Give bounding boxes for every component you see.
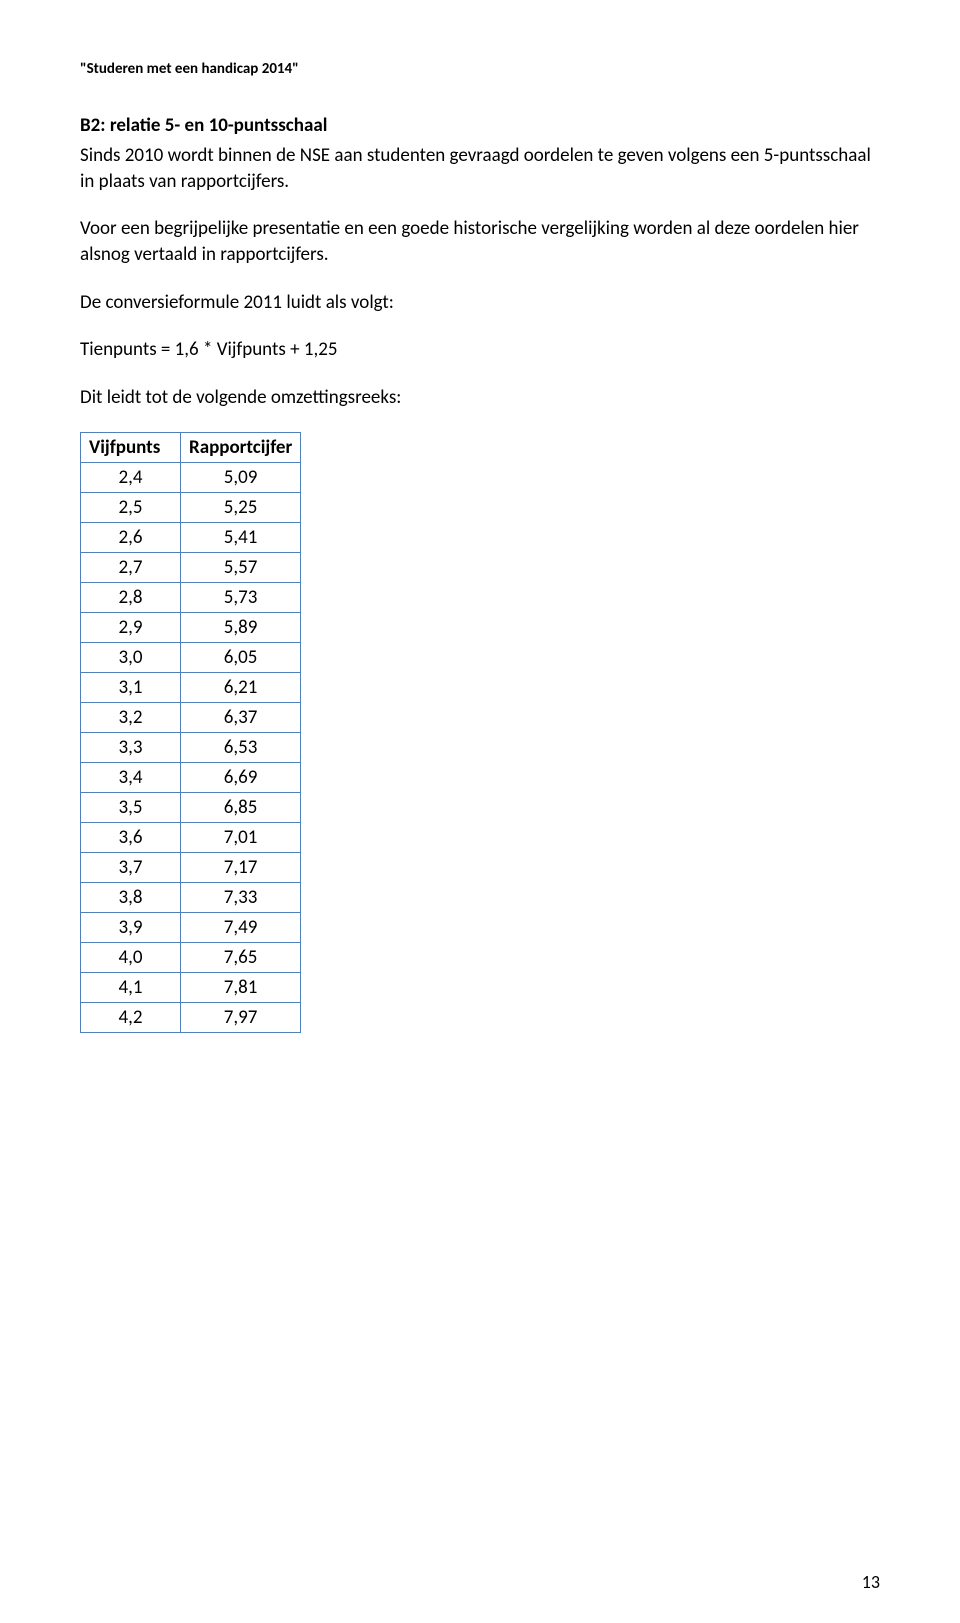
table-cell: 7,49 (181, 913, 301, 943)
table-row: 3,97,49 (81, 913, 301, 943)
table-cell: 7,17 (181, 853, 301, 883)
table-row: 3,26,37 (81, 703, 301, 733)
table-cell: 3,2 (81, 703, 181, 733)
table-cell: 4,1 (81, 973, 181, 1003)
table-cell: 6,53 (181, 733, 301, 763)
table-row: 3,46,69 (81, 763, 301, 793)
table-row: 4,17,81 (81, 973, 301, 1003)
table-cell: 5,57 (181, 553, 301, 583)
paragraph-formula: Tienpunts = 1,6 * Vijfpunts + 1,25 (80, 337, 880, 363)
table-row: 2,55,25 (81, 493, 301, 523)
table-cell: 5,25 (181, 493, 301, 523)
table-cell: 7,81 (181, 973, 301, 1003)
table-row: 3,06,05 (81, 643, 301, 673)
table-row: 4,27,97 (81, 1003, 301, 1033)
table-header-row: Vijfpunts Rapportcijfer (81, 433, 301, 463)
table-cell: 7,97 (181, 1003, 301, 1033)
table-cell: 3,5 (81, 793, 181, 823)
table-cell: 2,8 (81, 583, 181, 613)
table-row: 2,75,57 (81, 553, 301, 583)
page: "Studeren met een handicap 2014" B2: rel… (0, 0, 960, 1623)
table-row: 2,45,09 (81, 463, 301, 493)
table-row: 3,56,85 (81, 793, 301, 823)
table-row: 3,87,33 (81, 883, 301, 913)
table-cell: 5,89 (181, 613, 301, 643)
table-header-vijfpunts: Vijfpunts (81, 433, 181, 463)
table-cell: 3,9 (81, 913, 181, 943)
table-cell: 2,5 (81, 493, 181, 523)
table-cell: 6,21 (181, 673, 301, 703)
table-cell: 6,37 (181, 703, 301, 733)
table-cell: 3,0 (81, 643, 181, 673)
table-cell: 2,4 (81, 463, 181, 493)
paragraph-intro-2: Voor een begrijpelijke presentatie en ee… (80, 216, 880, 267)
paragraph-intro-1: Sinds 2010 wordt binnen de NSE aan stude… (80, 143, 880, 194)
table-row: 3,36,53 (81, 733, 301, 763)
document-header: "Studeren met een handicap 2014" (80, 60, 880, 78)
table-cell: 6,05 (181, 643, 301, 673)
paragraph-table-intro: Dit leidt tot de volgende omzettingsreek… (80, 385, 880, 411)
table-cell: 3,8 (81, 883, 181, 913)
table-header-rapportcijfer: Rapportcijfer (181, 433, 301, 463)
table-cell: 3,7 (81, 853, 181, 883)
page-number: 13 (862, 1571, 880, 1593)
table-cell: 5,41 (181, 523, 301, 553)
table-cell: 3,3 (81, 733, 181, 763)
section-heading: B2: relatie 5- en 10-puntsschaal (80, 114, 880, 137)
table-cell: 7,01 (181, 823, 301, 853)
table-cell: 6,69 (181, 763, 301, 793)
table-cell: 5,73 (181, 583, 301, 613)
table-row: 3,77,17 (81, 853, 301, 883)
table-cell: 3,1 (81, 673, 181, 703)
table-row: 2,85,73 (81, 583, 301, 613)
table-cell: 4,2 (81, 1003, 181, 1033)
table-row: 2,65,41 (81, 523, 301, 553)
table-cell: 2,9 (81, 613, 181, 643)
table-row: 3,16,21 (81, 673, 301, 703)
table-cell: 7,65 (181, 943, 301, 973)
conversion-table: Vijfpunts Rapportcijfer 2,45,092,55,252,… (80, 432, 301, 1033)
table-row: 3,67,01 (81, 823, 301, 853)
table-cell: 6,85 (181, 793, 301, 823)
table-cell: 7,33 (181, 883, 301, 913)
table-cell: 5,09 (181, 463, 301, 493)
table-cell: 3,6 (81, 823, 181, 853)
table-cell: 4,0 (81, 943, 181, 973)
table-row: 2,95,89 (81, 613, 301, 643)
paragraph-formula-intro: De conversieformule 2011 luidt als volgt… (80, 290, 880, 316)
table-cell: 3,4 (81, 763, 181, 793)
table-row: 4,07,65 (81, 943, 301, 973)
table-cell: 2,7 (81, 553, 181, 583)
table-cell: 2,6 (81, 523, 181, 553)
